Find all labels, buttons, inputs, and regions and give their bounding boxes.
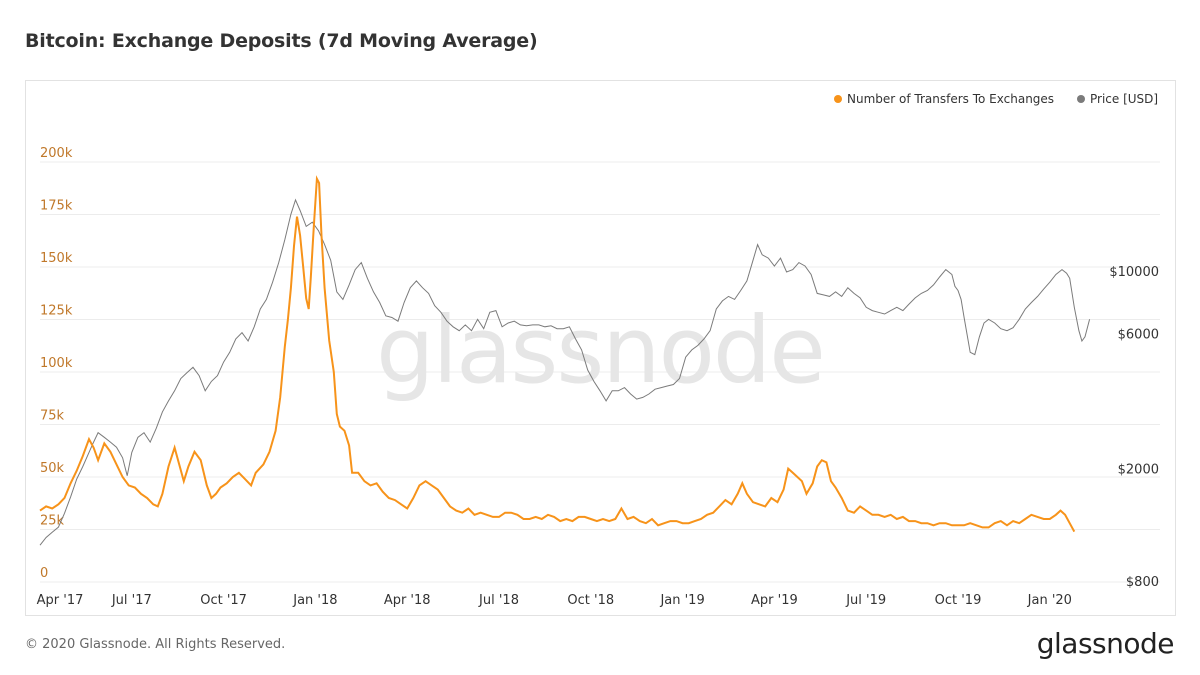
left-axis: 0 25k 50k 75k 100k 125k 150k 175k 200k xyxy=(40,146,73,581)
watermark: glassnode xyxy=(376,297,824,404)
x-tick-label: Oct '17 xyxy=(200,593,247,608)
left-tick-label: 50k xyxy=(40,461,65,476)
legend-price-marker xyxy=(1077,95,1085,103)
x-tick-label: Jul '18 xyxy=(478,593,519,608)
x-tick-label: Oct '19 xyxy=(935,593,982,608)
footer-copyright: © 2020 Glassnode. All Rights Reserved. xyxy=(25,637,286,652)
right-tick-label: $2000 xyxy=(1118,463,1159,478)
left-tick-label: 125k xyxy=(40,304,73,319)
price-line xyxy=(39,198,1091,546)
legend-price-label[interactable]: Price [USD] xyxy=(1090,92,1158,106)
left-tick-label: 25k xyxy=(40,514,65,529)
gridlines xyxy=(40,161,1160,583)
right-tick-label: $6000 xyxy=(1118,328,1159,343)
right-tick-label: $800 xyxy=(1126,575,1159,590)
legend: Number of Transfers To Exchanges Price [U… xyxy=(834,92,1158,106)
x-tick-label: Apr '17 xyxy=(37,593,84,608)
left-tick-label: 75k xyxy=(40,409,65,424)
transfers-line xyxy=(39,175,1076,533)
left-tick-label: 100k xyxy=(40,356,73,371)
left-tick-label: 150k xyxy=(40,251,73,266)
footer-logo[interactable]: glassnode xyxy=(1036,627,1175,660)
x-tick-label: Jul '17 xyxy=(111,593,152,608)
x-tick-label: Apr '19 xyxy=(751,593,798,608)
right-tick-label: $10000 xyxy=(1109,265,1159,280)
right-axis: $800 $2000 $6000 $10000 xyxy=(1109,265,1159,590)
left-tick-label: 175k xyxy=(40,199,73,214)
left-tick-label: 200k xyxy=(40,146,73,161)
x-tick-label: Jan '18 xyxy=(292,593,337,608)
x-axis: Apr '17 Jul '17 Oct '17 Jan '18 Apr '18 Jul '… xyxy=(37,593,1072,608)
x-tick-label: Apr '18 xyxy=(384,593,431,608)
x-tick-label: Oct '18 xyxy=(567,593,614,608)
x-tick-label: Jul '19 xyxy=(845,593,886,608)
x-tick-label: Jan '20 xyxy=(1027,593,1072,608)
chart-title: Bitcoin: Exchange Deposits (7d Moving Av… xyxy=(25,30,538,52)
x-tick-label: Jan '19 xyxy=(659,593,704,608)
series-lines xyxy=(39,175,1091,546)
left-tick-label: 0 xyxy=(40,566,48,581)
legend-transfers-label[interactable]: Number of Transfers To Exchanges xyxy=(847,92,1054,106)
legend-transfers-marker xyxy=(834,95,842,103)
